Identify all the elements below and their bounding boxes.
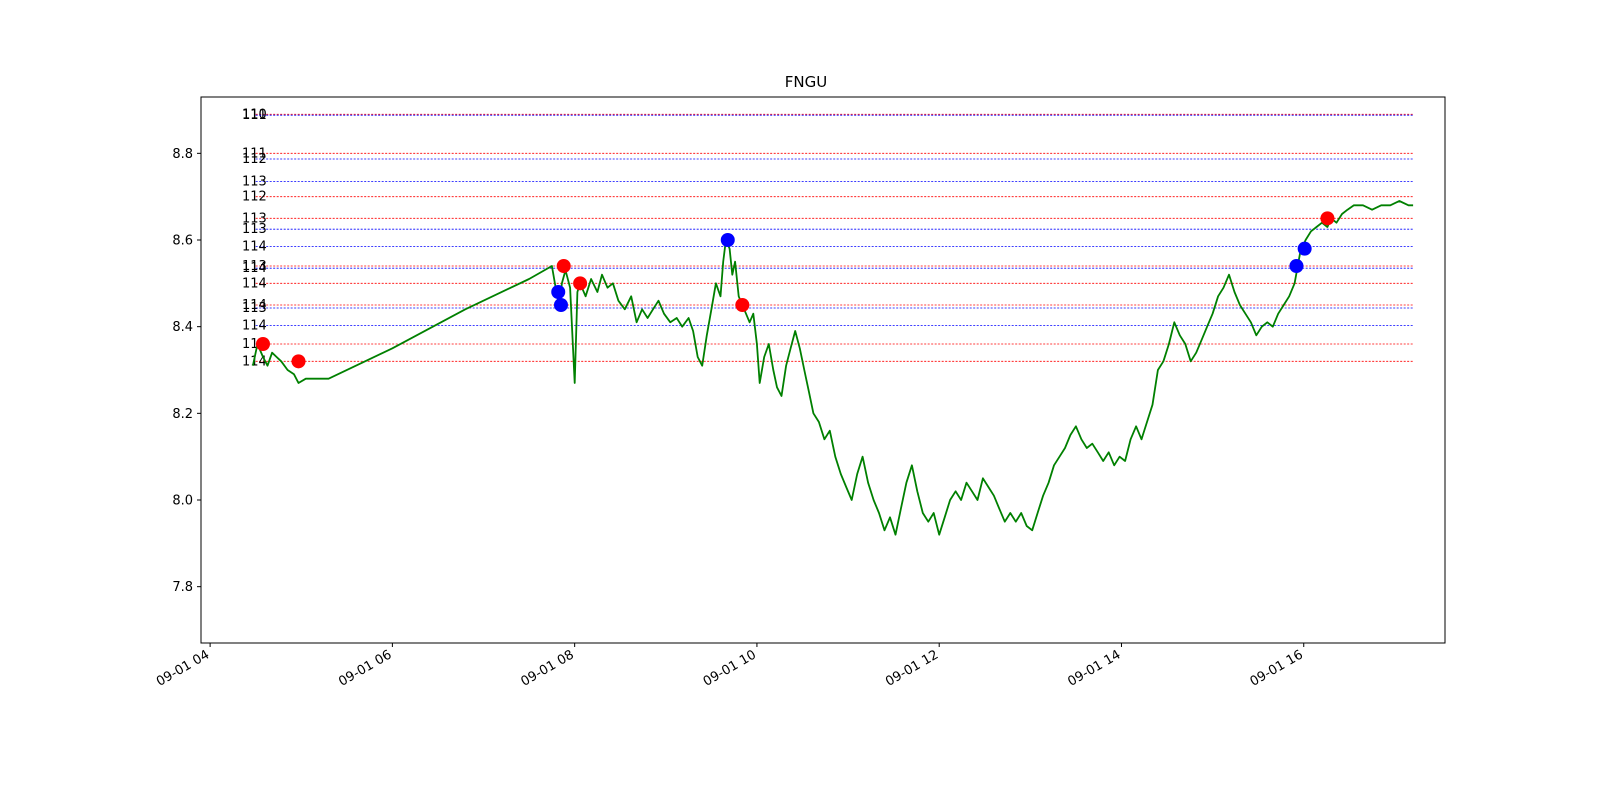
x-tick-label: 09-01 10: [701, 647, 759, 689]
y-tick-label: 7.8: [172, 580, 193, 595]
level-label: 113: [242, 301, 267, 316]
level-label: 114: [242, 261, 267, 276]
level-label: 114: [242, 318, 267, 333]
y-tick-label: 8.2: [172, 407, 193, 422]
sell-marker: [573, 276, 588, 291]
sell-marker: [255, 337, 270, 351]
chart-title: FNGU: [785, 73, 827, 91]
level-label: 113: [242, 259, 267, 274]
level-label: 113: [242, 222, 267, 237]
y-tick-label: 8.6: [172, 234, 193, 249]
sell-marker: [735, 298, 750, 312]
buy-marker: [720, 233, 735, 247]
buy-marker: [551, 285, 566, 299]
x-tick-label: 09-01 06: [336, 647, 394, 689]
sell-marker: [1320, 211, 1335, 226]
axes-frame: [200, 96, 1446, 644]
x-tick-label: 09-01 08: [519, 647, 577, 689]
level-label: 112: [242, 190, 267, 205]
buy-marker: [553, 298, 568, 312]
sell-marker: [556, 259, 571, 273]
level-label: 111: [242, 108, 267, 123]
level-label: 114: [242, 240, 267, 255]
x-tick-label: 09-01 16: [1248, 647, 1306, 689]
level-label: 110: [242, 107, 267, 122]
sell-marker: [291, 354, 306, 369]
y-tick-label: 8.0: [172, 494, 193, 509]
level-label: 111: [242, 146, 267, 161]
y-tick-label: 8.4: [172, 320, 193, 335]
y-tick-label: 8.8: [172, 147, 193, 162]
plot-area: 1101111111121131121131131141131141141141…: [154, 107, 1414, 690]
level-label: 114: [242, 298, 267, 313]
x-tick-label: 09-01 04: [154, 647, 212, 689]
price-line: [252, 200, 1414, 536]
x-tick-label: 09-01 12: [883, 647, 941, 689]
buy-marker: [1297, 241, 1312, 256]
level-label: 113: [242, 175, 267, 190]
level-label: 114: [242, 276, 267, 291]
x-tick-label: 09-01 14: [1065, 647, 1123, 689]
buy-marker: [1289, 259, 1304, 273]
level-label: 112: [242, 152, 267, 167]
level-label: 113: [242, 211, 267, 226]
